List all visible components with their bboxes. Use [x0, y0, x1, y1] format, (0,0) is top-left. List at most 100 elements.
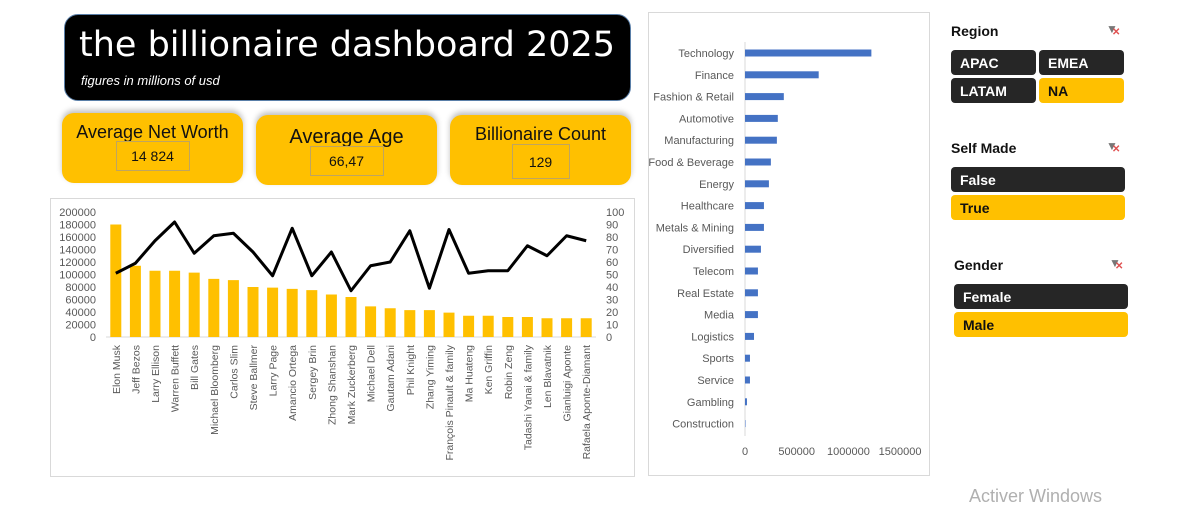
industry-label: Sports [702, 353, 734, 365]
slicer-item-male[interactable]: Male [954, 312, 1128, 337]
net-worth-bar [561, 318, 573, 337]
industry-bar [745, 136, 777, 144]
net-worth-bar [443, 312, 455, 337]
category-label: Larry Ellison [150, 345, 162, 403]
industry-label: Media [704, 310, 735, 322]
slicer-item-female[interactable]: Female [954, 284, 1128, 309]
category-label: Elon Musk [111, 344, 123, 394]
kpi-billionaire-count: Billionaire Count 129 [450, 115, 631, 185]
slicer-item-false[interactable]: False [951, 167, 1125, 192]
left-axis-tick-label: 80000 [65, 282, 96, 294]
region-slicer: Region [951, 23, 998, 39]
industry-label: Manufacturing [664, 135, 734, 147]
net-worth-bar [345, 297, 357, 337]
left-axis-tick-label: 0 [90, 332, 96, 344]
net-worth-bar [247, 287, 259, 337]
kpi-label: Billionaire Count [474, 124, 607, 144]
top-billionaires-chart: 0200004000060000800001000001200001400001… [59, 207, 624, 461]
category-label: Tadashi Yanai & family [522, 344, 534, 450]
category-label: Gianluigi Aponte [562, 345, 574, 422]
page-subtitle: figures in millions of usd [81, 73, 220, 88]
right-axis-tick-label: 0 [606, 332, 612, 344]
industry-bar [745, 202, 764, 210]
kpi-average-age: Average Age 66,47 [256, 115, 437, 185]
x-axis-tick-label: 1500000 [879, 446, 922, 458]
right-axis-tick-label: 50 [606, 270, 618, 282]
kpi-label: Average Age [289, 126, 404, 148]
x-axis-tick-label: 1000000 [827, 446, 870, 458]
industry-bar [745, 354, 750, 362]
slicer-item-latam[interactable]: LATAM [951, 78, 1036, 103]
industry-bar [745, 71, 819, 79]
category-label: Mark Zuckerberg [346, 345, 358, 425]
industry-bar [745, 49, 872, 57]
right-axis-tick-label: 40 [606, 282, 618, 294]
clear-filter-icon[interactable]: ▼ ✕ [1109, 256, 1124, 272]
industry-bar [745, 114, 778, 122]
industry-label: Telecom [693, 266, 734, 278]
net-worth-bar [149, 270, 161, 337]
net-worth-bar [423, 310, 435, 337]
category-label: François Pinault & family [444, 344, 456, 460]
kpi-average-net-worth: Average Net Worth 14 824 [62, 113, 243, 183]
category-label: Carlos Slim [228, 345, 240, 399]
slicer-item-apac[interactable]: APAC [951, 50, 1036, 75]
industry-label: Fashion & Retail [653, 92, 734, 104]
industry-bar [745, 93, 784, 101]
slicer-item-true[interactable]: True [951, 195, 1125, 220]
clear-filter-icon[interactable]: ▼ ✕ [1106, 139, 1121, 155]
gender-slicer: Gender [954, 257, 1003, 273]
category-label: Ken Griffin [483, 345, 495, 395]
kpi-label: Average Net Worth [76, 122, 229, 142]
net-worth-bar [129, 265, 141, 337]
right-axis-tick-label: 70 [606, 245, 618, 257]
category-label: Steve Ballmer [248, 344, 260, 410]
kpi-value: 66,47 [309, 146, 384, 176]
x-axis-tick-label: 500000 [778, 446, 815, 458]
net-worth-bar [286, 288, 298, 337]
industry-label: Real Estate [677, 288, 734, 300]
category-label: Robin Zeng [503, 345, 515, 399]
category-label: Phil Knight [405, 345, 417, 395]
slicer-item-emea[interactable]: EMEA [1039, 50, 1124, 75]
industry-bar [745, 267, 758, 275]
category-label: Sergey Brin [307, 345, 319, 400]
industry-label: Diversified [683, 244, 734, 256]
net-worth-bar [306, 290, 318, 337]
industry-bar [745, 180, 769, 188]
industry-label: Automotive [679, 113, 734, 125]
slicer-item-na[interactable]: NA [1039, 78, 1124, 103]
industry-bar [745, 223, 764, 231]
net-worth-bar [208, 278, 220, 337]
industry-label: Logistics [691, 331, 734, 343]
net-worth-bar [463, 315, 475, 337]
industry-bar [745, 398, 747, 406]
category-label: Zhong Shanshan [326, 345, 338, 425]
right-axis-tick-label: 80 [606, 232, 618, 244]
industry-label: Metals & Mining [656, 222, 734, 234]
category-label: Rafaela Aponte-Diamant [581, 345, 593, 459]
net-worth-bar [404, 310, 416, 337]
kpi-value: 14 824 [115, 141, 190, 171]
net-worth-bar [541, 318, 553, 337]
category-label: Jeff Bezos [130, 345, 142, 394]
right-axis-tick-label: 10 [606, 320, 618, 332]
net-worth-bar [521, 317, 533, 337]
slicer-title: Self Made [951, 140, 1017, 156]
net-worth-bar [227, 280, 239, 337]
left-axis-tick-label: 100000 [59, 270, 96, 282]
slicer-title: Region [951, 23, 999, 39]
age-line [115, 220, 587, 293]
industry-bar [745, 245, 761, 253]
left-axis-tick-label: 40000 [65, 307, 96, 319]
net-worth-bar [365, 306, 377, 337]
industry-chart-frame [648, 12, 930, 476]
net-worth-bar [169, 270, 181, 337]
industry-bar [745, 376, 750, 384]
left-axis-tick-label: 20000 [65, 320, 96, 332]
windows-activation-watermark: Activer Windows [969, 486, 1103, 506]
industry-label: Gambling [687, 397, 734, 409]
clear-filter-icon[interactable]: ▼ ✕ [1106, 22, 1121, 38]
industry-bar [745, 332, 755, 340]
left-axis-tick-label: 140000 [59, 245, 96, 257]
